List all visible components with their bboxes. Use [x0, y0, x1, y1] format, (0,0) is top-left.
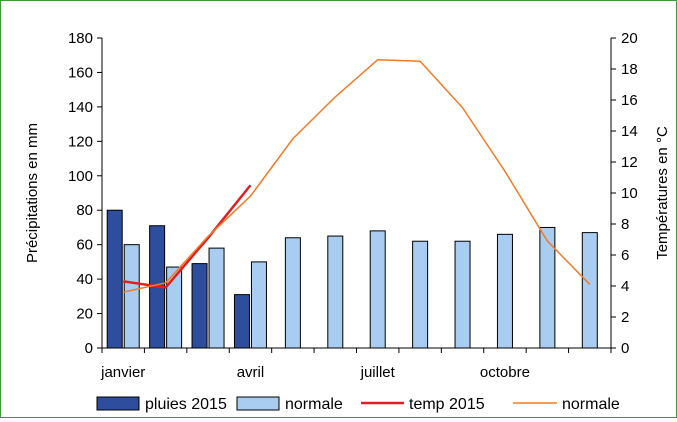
bar-normale-avril: [250, 261, 267, 349]
lines-layer: [123, 58, 591, 293]
y-right-tick-label-16: 16: [621, 92, 638, 109]
y-left-tick-label-40: 40: [76, 271, 93, 288]
bar-normale-mai: [284, 237, 301, 349]
y-left-tick-label-80: 80: [76, 202, 93, 219]
y-right-tick-label-12: 12: [621, 154, 638, 171]
y-right-tick-label-2: 2: [621, 309, 629, 326]
bar-normale-juin: [327, 235, 344, 349]
y-axis-right-title: Températures en °C: [654, 126, 671, 260]
bars-layer: [106, 209, 598, 349]
y-right-tick-label-4: 4: [621, 278, 629, 295]
legend-label-temp-2015: temp 2015: [409, 396, 485, 413]
y-axis-left-title: Précipitations en mm: [24, 123, 41, 263]
y-left-tick-label-140: 140: [68, 99, 93, 116]
y-right-tick-label-10: 10: [621, 185, 638, 202]
y-right-tick-label-6: 6: [621, 247, 629, 264]
y-left-tick-label-180: 180: [68, 30, 93, 47]
bar-pluies-2015-avril: [233, 294, 250, 349]
y-right-tick-label-0: 0: [621, 340, 629, 357]
y-left-tick-label-160: 160: [68, 64, 93, 81]
y-right-tick-label-14: 14: [621, 123, 638, 140]
legend-label-normale-bars: normale: [285, 396, 343, 413]
legend-swatch-pluies-2015: [96, 396, 140, 411]
legend-label-normale-line: normale: [562, 396, 620, 413]
bar-normale-janvier: [123, 244, 140, 349]
bar-normale-octobre: [496, 233, 513, 349]
legend-label-pluies-2015: pluies 2015: [145, 396, 227, 413]
y-right-tick-label-18: 18: [621, 61, 638, 78]
y-left-tick-label-20: 20: [76, 306, 93, 323]
y-left-tick-label-0: 0: [85, 340, 93, 357]
bar-normale-mars: [208, 247, 225, 349]
y-right-tick-label-8: 8: [621, 216, 629, 233]
y-left-tick-label-100: 100: [68, 168, 93, 185]
x-tick-label-janvier: janvier: [100, 364, 145, 381]
y-right-tick-label-20: 20: [621, 30, 638, 47]
line-temp-2015: [123, 184, 252, 289]
x-tick-label-avril: avril: [237, 364, 265, 381]
bar-pluies-2015-janvier: [106, 209, 123, 349]
legend: pluies 2015 normale temp 2015 normale: [96, 396, 620, 413]
x-tick-label-octobre: octobre: [480, 364, 530, 381]
axes-layer: 0 20 40 60 80 100 120 140 160 180 0 2 4 6 8 10 12 14 16 18 2…: [68, 30, 638, 381]
line-temp-normale: [123, 58, 591, 293]
bar-normale-juillet: [369, 230, 386, 349]
y-left-tick-label-120: 120: [68, 133, 93, 150]
legend-swatch-normale-bars: [236, 396, 280, 411]
bar-normale-septembre: [454, 240, 471, 349]
x-tick-label-juillet: juillet: [360, 364, 396, 381]
bar-pluies-2015-mars: [191, 263, 208, 349]
y-left-tick-label-60: 60: [76, 237, 93, 254]
bar-normale-décembre: [581, 232, 598, 349]
bar-normale-août: [412, 240, 429, 349]
